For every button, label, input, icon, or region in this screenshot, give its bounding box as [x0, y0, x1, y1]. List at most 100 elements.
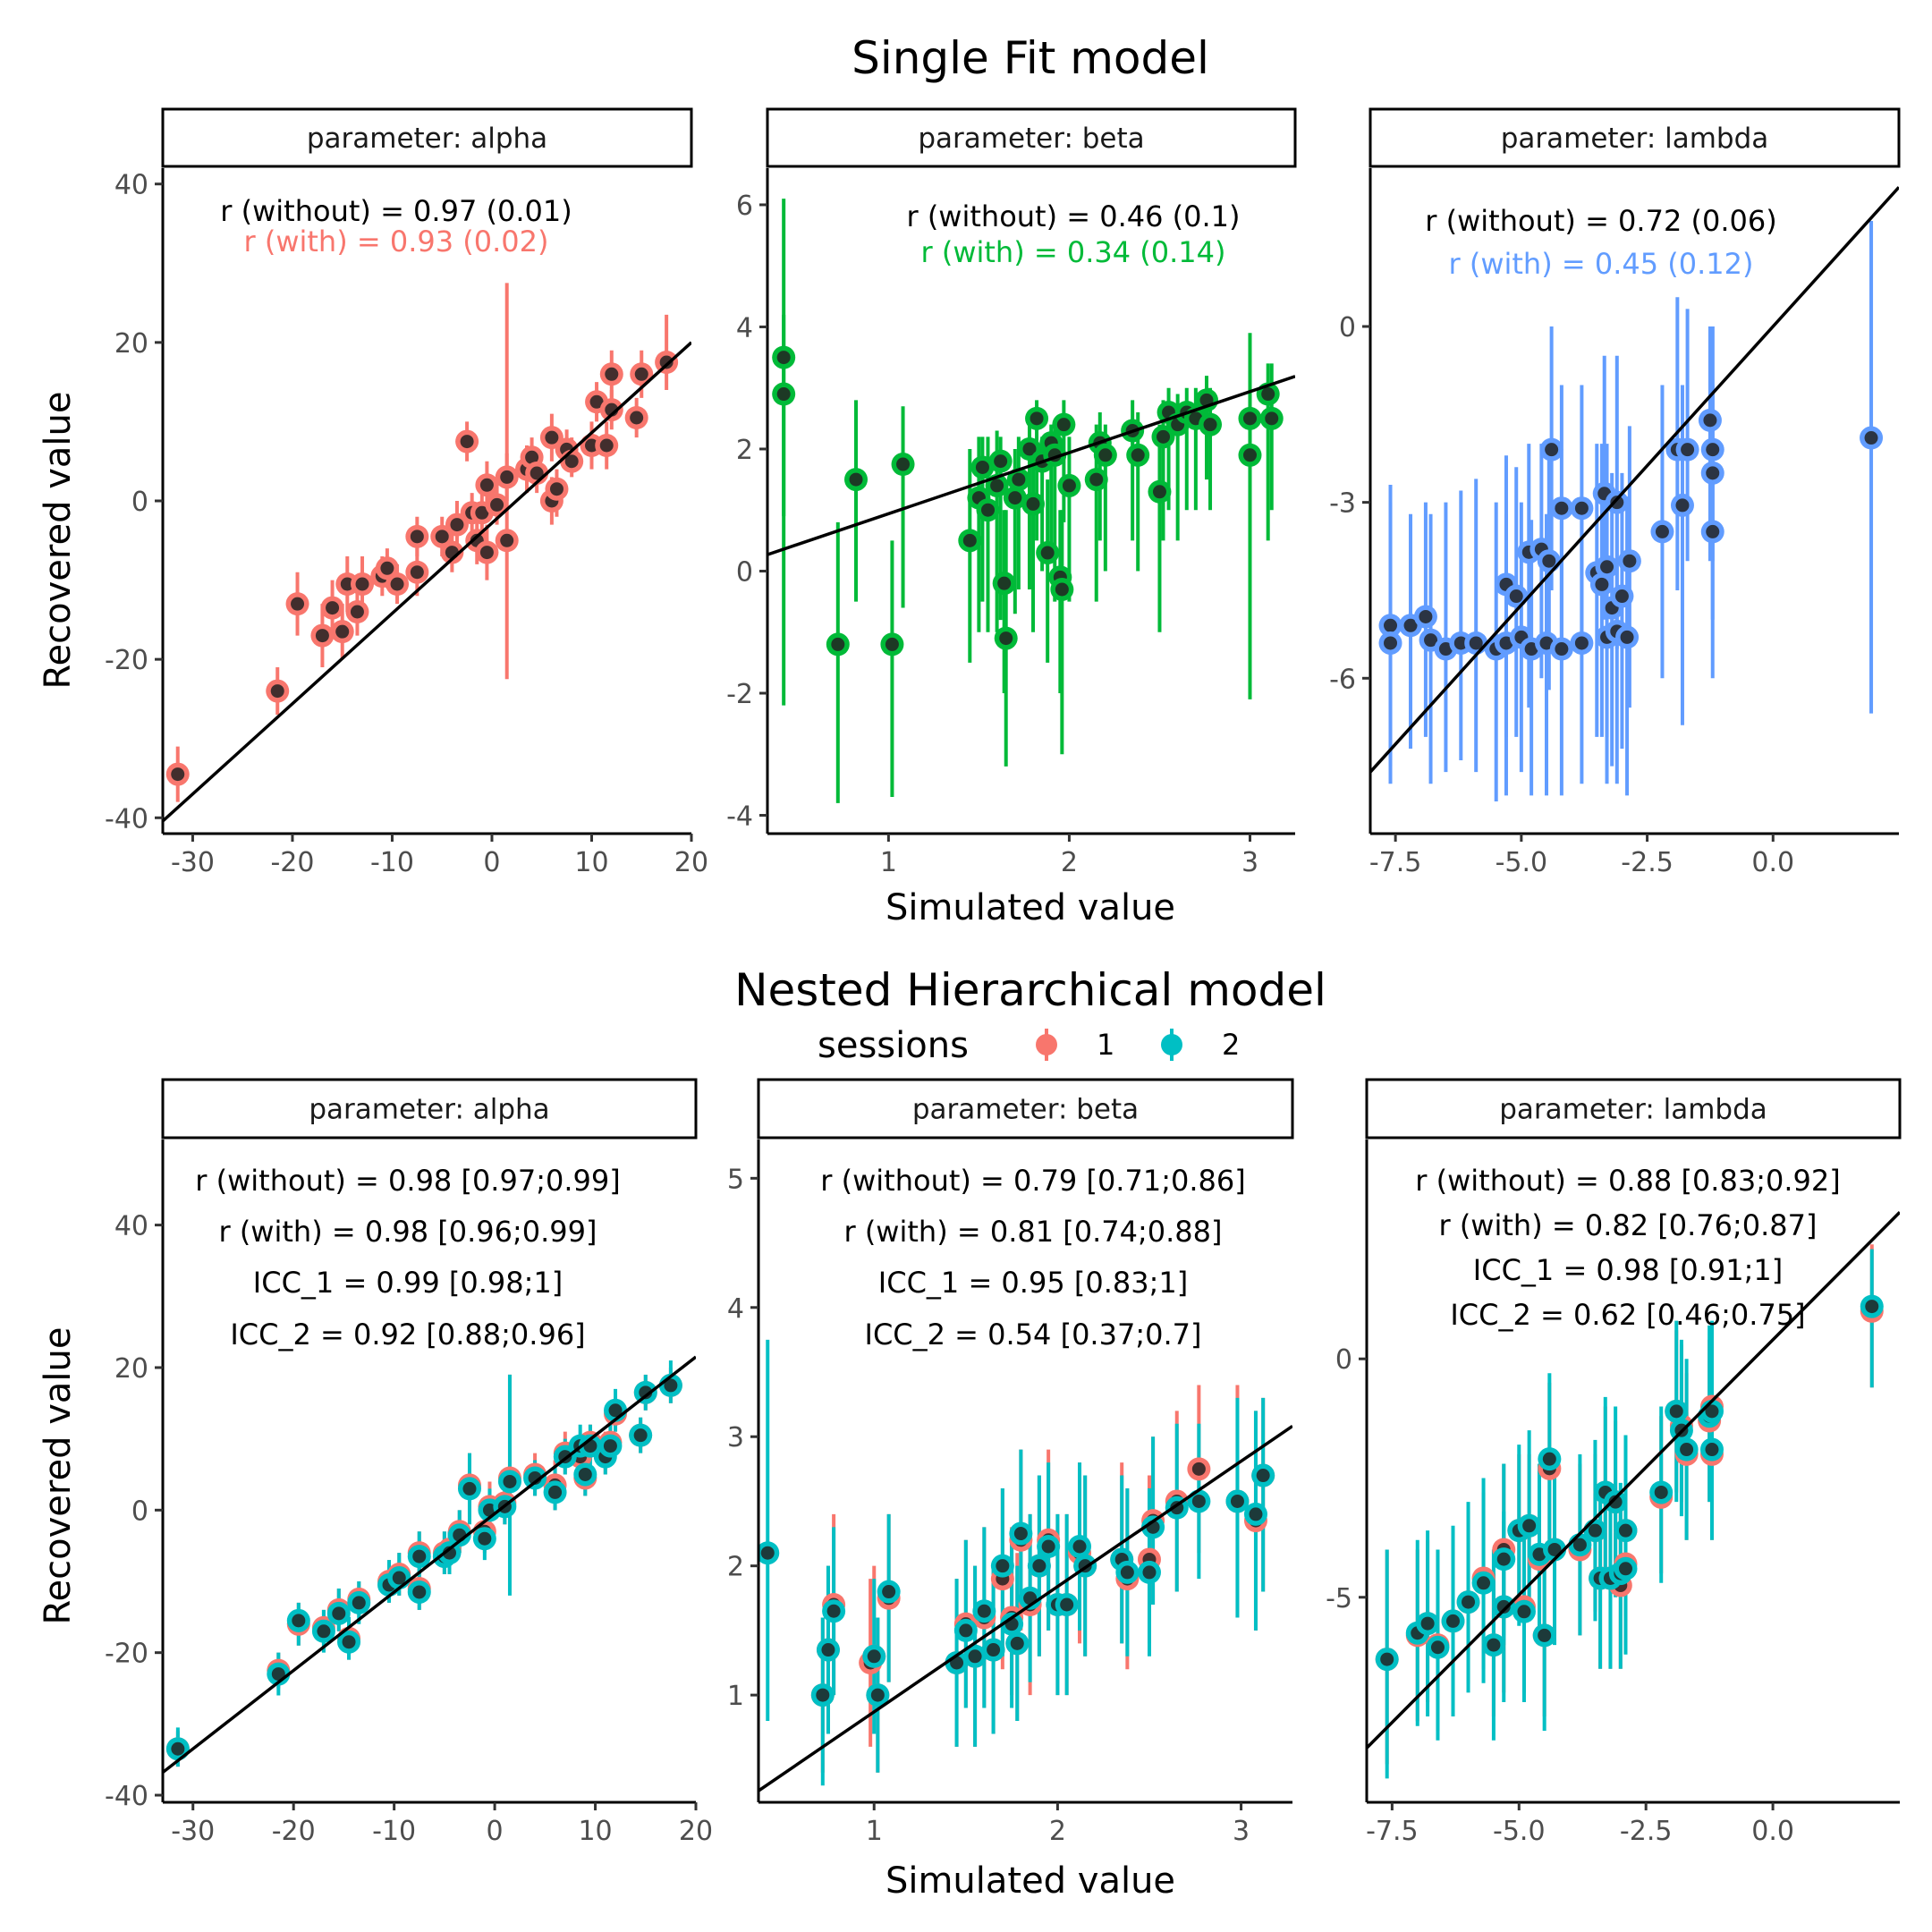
data-point-center — [171, 767, 185, 782]
legend-label-1: 1 — [1097, 1028, 1114, 1062]
data-point-center — [987, 1643, 1001, 1657]
data-point-center — [479, 478, 494, 492]
y-tick-label: -40 — [105, 803, 148, 835]
data-point-center — [450, 518, 464, 532]
annotation-text: ICC_1 = 0.99 [0.98;1] — [253, 1266, 563, 1300]
data-point-center — [1032, 1559, 1046, 1573]
annotation-text: ICC_1 = 0.95 [0.83;1] — [878, 1266, 1188, 1300]
y-tick-label: 4 — [727, 1293, 744, 1325]
data-point-center — [340, 577, 354, 591]
data-point-center — [1030, 411, 1044, 426]
data-point-center — [1261, 387, 1275, 402]
annotation-text: r (without) = 0.46 (0.1) — [906, 199, 1240, 233]
data-point-center — [1131, 448, 1145, 462]
data-point-center — [332, 1606, 346, 1621]
data-point-center — [1384, 618, 1398, 632]
plot-area — [163, 283, 691, 823]
legend-item-1: 1 — [1036, 1028, 1114, 1062]
data-point-center — [1430, 1640, 1445, 1655]
data-point-center — [1574, 636, 1589, 650]
strip-label: parameter: alpha — [307, 123, 547, 155]
annotation-text: r (with) = 0.81 [0.74;0.88] — [843, 1215, 1222, 1249]
fit-line — [1370, 186, 1899, 774]
y-tick-label: 40 — [114, 170, 148, 201]
data-point-center — [1013, 1527, 1028, 1541]
data-point-center — [1705, 1404, 1719, 1419]
bottom-row-title: Nested Hierarchical model — [734, 964, 1326, 1016]
x-tick-label: -7.5 — [1369, 847, 1422, 878]
y-tick-label: 1 — [727, 1681, 744, 1712]
annotation-text: ICC_2 = 0.54 [0.37;0.7] — [865, 1318, 1202, 1352]
data-point-center — [999, 631, 1013, 646]
data-point-center — [1669, 1404, 1683, 1419]
data-point-center — [630, 411, 644, 425]
data-point-center — [1681, 443, 1695, 457]
data-point-center — [1072, 1539, 1087, 1554]
data-point-center — [882, 1585, 896, 1599]
data-point-center — [171, 1741, 185, 1756]
x-tick-label: -10 — [370, 847, 414, 878]
data-point-center — [1424, 633, 1438, 648]
annotation-text: r (with) = 0.34 (0.14) — [921, 235, 1226, 269]
data-point-center — [1453, 636, 1468, 650]
data-point-center — [589, 394, 604, 409]
data-point-center — [1703, 413, 1717, 428]
y-tick-label: 4 — [736, 312, 753, 343]
x-tick-label: -20 — [270, 847, 314, 878]
data-point-center — [460, 435, 474, 449]
x-tick-label: 0.0 — [1751, 847, 1794, 878]
data-point-center — [776, 351, 791, 365]
plot-area — [758, 1339, 1292, 1792]
strip-label: parameter: lambda — [1501, 123, 1769, 155]
annotation-text: r (without) = 0.88 [0.83;0.92] — [1415, 1164, 1840, 1198]
y-tick-label: -3 — [1329, 488, 1356, 520]
y-tick-label: 0 — [131, 487, 148, 518]
data-point-center — [350, 605, 364, 619]
data-point-center — [1706, 443, 1720, 457]
x-tick-label: 3 — [1241, 847, 1258, 878]
data-point-center — [1477, 1576, 1491, 1590]
data-point-center — [1496, 1599, 1511, 1614]
x-tick-label: -5.0 — [1493, 1816, 1546, 1847]
strip-box — [1365, 1078, 1902, 1140]
top-row-title: Single Fit model — [852, 32, 1209, 84]
data-point-center — [1157, 429, 1170, 444]
data-point-center — [292, 1614, 306, 1628]
data-point-center — [996, 1559, 1010, 1573]
y-tick-label: 5 — [727, 1164, 744, 1195]
x-tick-label: -2.5 — [1621, 847, 1674, 878]
data-point-center — [1098, 448, 1113, 462]
data-point-center — [1010, 1636, 1024, 1650]
annotation-text: r (with) = 0.93 (0.02) — [244, 225, 549, 258]
data-point-center — [1469, 636, 1483, 650]
data-point-center — [659, 355, 674, 369]
data-point-center — [1522, 1519, 1537, 1533]
data-point-center — [1249, 1507, 1263, 1521]
x-tick-label: -20 — [272, 1816, 316, 1847]
legend-label-2: 2 — [1222, 1028, 1240, 1062]
data-point-center — [390, 577, 404, 591]
data-point-center — [1403, 618, 1418, 632]
data-point-center — [867, 1649, 881, 1664]
data-point-center — [633, 1428, 648, 1443]
data-point-center — [1614, 589, 1629, 604]
data-point-center — [584, 438, 598, 453]
annotation-text: r (without) = 0.72 (0.06) — [1425, 204, 1776, 238]
plot-area — [1370, 186, 1899, 801]
data-point-center — [816, 1688, 830, 1702]
strip-box — [161, 107, 693, 168]
legend-title: sessions — [818, 1025, 969, 1066]
panel-2: parameter: beta 1 2 3 -4 -2 0 2 4 6 r (without) = … — [726, 107, 1297, 878]
annotation-text: r (without) = 0.97 (0.01) — [220, 194, 572, 228]
x-tick-label: 20 — [674, 847, 708, 878]
x-tick-label: 20 — [679, 1816, 713, 1847]
data-point-center — [478, 1531, 492, 1546]
data-point-center — [1618, 1562, 1632, 1576]
data-point-center — [1256, 1469, 1270, 1483]
plot-area — [767, 199, 1295, 803]
x-tick-label: 0 — [487, 1816, 504, 1847]
data-point-center — [1865, 1300, 1879, 1314]
data-point-center — [549, 482, 564, 496]
data-point-center — [977, 1604, 991, 1618]
data-point-center — [639, 1385, 653, 1400]
